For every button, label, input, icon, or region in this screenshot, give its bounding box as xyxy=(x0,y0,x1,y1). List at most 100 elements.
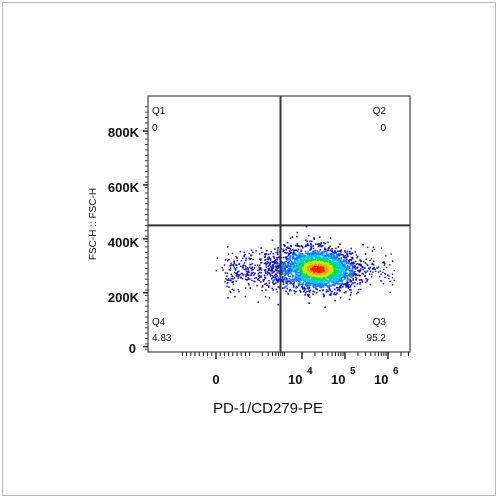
event-dot xyxy=(335,273,337,276)
event-dot xyxy=(313,276,315,279)
event-dot xyxy=(333,266,335,269)
event-dot xyxy=(307,269,310,271)
x-tick-exp-4: 4 xyxy=(307,366,313,377)
event-dot xyxy=(326,279,328,282)
event-dot xyxy=(321,267,324,269)
event-dot xyxy=(342,264,344,267)
event-dot xyxy=(276,251,279,253)
event-dot xyxy=(335,247,337,250)
event-dot xyxy=(228,259,230,261)
event-dot xyxy=(308,274,311,276)
event-dot xyxy=(330,274,332,277)
event-dot xyxy=(348,286,350,288)
event-dot xyxy=(323,295,325,298)
event-dot xyxy=(323,276,325,279)
event-dot xyxy=(230,277,232,280)
event-dot xyxy=(282,270,284,273)
event-dot xyxy=(309,263,311,265)
event-dot xyxy=(284,270,286,273)
event-dot xyxy=(271,269,274,272)
event-dot xyxy=(308,270,310,273)
event-dot xyxy=(352,273,354,276)
event-dot xyxy=(364,270,366,273)
event-dot xyxy=(308,269,311,272)
event-dot xyxy=(305,283,307,285)
event-dot xyxy=(288,265,290,268)
event-dot xyxy=(334,299,336,302)
event-dot xyxy=(276,275,278,277)
event-dot xyxy=(307,275,309,277)
event-dot xyxy=(228,286,230,288)
event-dot xyxy=(347,281,349,283)
event-dot xyxy=(324,270,326,273)
event-dot xyxy=(302,277,304,279)
event-dot xyxy=(323,242,325,244)
event-dot xyxy=(320,255,323,257)
event-dot xyxy=(244,266,247,268)
event-dot xyxy=(356,283,359,285)
event-dot xyxy=(337,278,340,280)
event-dot xyxy=(325,263,328,266)
event-dot xyxy=(314,272,317,274)
event-dot xyxy=(335,262,337,265)
event-dot xyxy=(257,269,259,272)
event-dot xyxy=(317,277,319,280)
event-dot xyxy=(323,280,326,283)
event-dot xyxy=(337,269,340,271)
event-dot xyxy=(336,263,338,266)
event-dot xyxy=(306,261,308,263)
event-dot xyxy=(336,278,339,280)
event-dot xyxy=(302,273,304,276)
event-dot xyxy=(366,264,369,267)
event-dot xyxy=(352,270,354,273)
event-dot xyxy=(373,248,376,251)
event-dot xyxy=(315,269,317,272)
event-dot xyxy=(290,265,292,267)
x-tick-exp-6: 6 xyxy=(393,366,399,377)
event-dot xyxy=(388,277,390,280)
event-dot xyxy=(291,267,294,270)
event-dot xyxy=(351,257,354,260)
event-dot xyxy=(263,278,265,281)
event-dot xyxy=(333,272,335,275)
event-dot xyxy=(276,252,279,255)
event-dot xyxy=(331,253,333,255)
event-dot xyxy=(286,266,288,268)
event-dot xyxy=(248,284,250,286)
event-dot xyxy=(306,282,308,284)
event-dot xyxy=(314,278,316,281)
y-tick-label-400k: 400K xyxy=(108,235,140,250)
event-dot xyxy=(336,256,338,259)
event-dot xyxy=(340,258,342,260)
event-dot xyxy=(333,274,336,277)
event-dot xyxy=(252,271,255,274)
event-dot xyxy=(343,255,345,257)
event-dot xyxy=(295,266,297,269)
event-dot xyxy=(242,274,245,276)
event-dot xyxy=(313,284,315,286)
event-dot xyxy=(249,258,251,261)
event-dot xyxy=(330,257,332,260)
event-dot xyxy=(346,262,348,265)
event-dot xyxy=(336,250,339,253)
event-dot xyxy=(301,256,303,259)
event-dot xyxy=(316,271,319,274)
event-dot xyxy=(301,245,304,248)
event-dot xyxy=(309,255,312,258)
event-dot xyxy=(338,276,340,278)
event-dot xyxy=(351,262,353,265)
event-dot xyxy=(215,269,218,272)
event-dot xyxy=(350,264,353,266)
event-dot xyxy=(332,264,334,267)
event-dot xyxy=(244,287,247,289)
event-dot xyxy=(295,257,298,259)
event-dot xyxy=(234,271,236,274)
event-dot xyxy=(298,279,301,281)
event-dot xyxy=(338,253,341,256)
event-dot xyxy=(293,269,296,271)
event-dot xyxy=(391,277,394,279)
event-dot xyxy=(303,270,306,272)
event-dot xyxy=(293,252,296,255)
event-dot xyxy=(358,274,360,276)
event-dot xyxy=(224,272,227,274)
